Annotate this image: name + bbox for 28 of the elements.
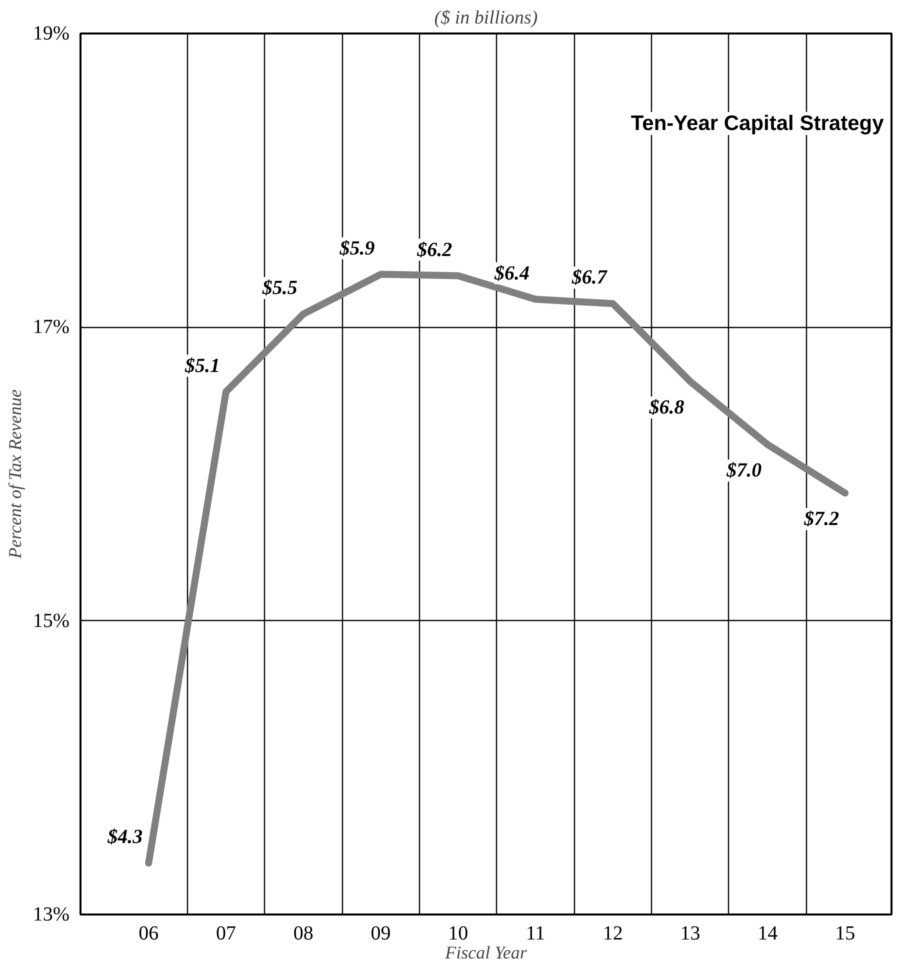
annotation: $4.3 [106,826,143,848]
x-tick-label: 13 [680,922,700,944]
annotation: $7.2 [803,508,840,530]
y-tick-label: 19% [32,22,70,44]
annotation: $6.8 [648,396,684,418]
y-tick-label: 13% [32,904,70,926]
annotation: $6.2 [416,238,452,261]
annotation: $5.1 [184,354,220,377]
y-axis-title: Percent of Tax Revenue [4,389,25,560]
x-tick-label: 09 [370,922,391,944]
annotation: $6.7 [570,266,608,289]
annotation: $7.0 [726,460,762,482]
x-tick-label: 10 [448,922,468,944]
x-tick-label: 07 [216,922,236,944]
x-tick-label: 12 [602,922,623,944]
annotation: $5.5 [261,276,298,299]
annotation: $6.4 [494,262,530,284]
x-tick-label: 14 [758,922,778,944]
annotation: $5.9 [338,237,375,260]
y-tick-label: 17% [32,316,70,338]
x-tick-label: 15 [835,922,856,944]
y-tick-label: 15% [32,610,70,632]
text: Ten-Year Capital Strategy [630,112,884,135]
chart-subtitle: ($ in billions) [434,8,538,28]
x-tick-label: 08 [293,922,314,944]
x-tick-label: 06 [138,922,159,944]
x-tick-label: 11 [526,922,546,944]
x-axis-title: Fiscal Year [444,942,528,962]
